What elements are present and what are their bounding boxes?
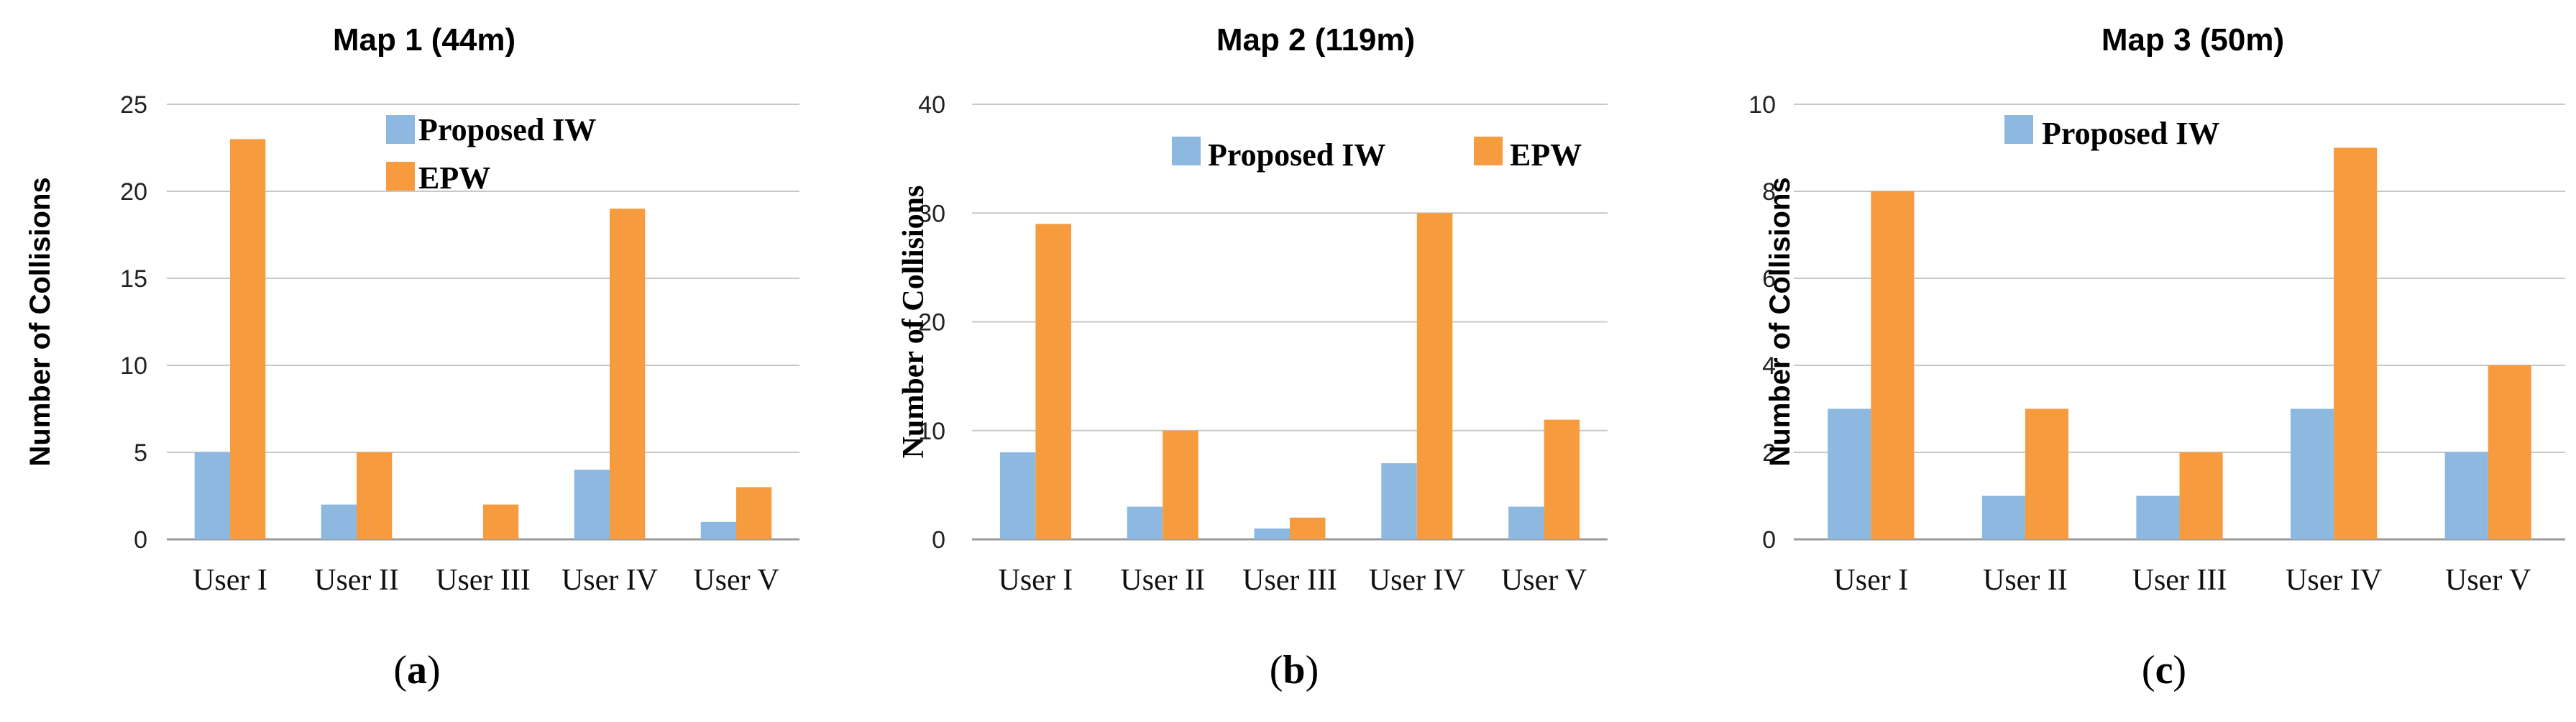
bar-epw-1 — [1871, 191, 1915, 539]
chart-title: Map 1 (44m) — [333, 22, 515, 58]
y-tick-label: 4 — [1762, 352, 1776, 380]
panel-caption: (a) — [393, 648, 440, 693]
y-tick-label: 0 — [1762, 526, 1776, 554]
bar-proposed-iw-1 — [1828, 408, 1871, 539]
y-tick-label: 15 — [120, 265, 147, 293]
legend: Proposed IW EPW — [1172, 137, 1582, 173]
y-tick-label: 10 — [918, 418, 945, 445]
panel-caption: (b) — [1270, 648, 1319, 693]
bar-proposed-iw-5 — [700, 521, 736, 539]
bar-proposed-iw-4 — [574, 470, 610, 539]
bar-epw-3 — [2179, 452, 2223, 539]
y-tick-label: 40 — [918, 91, 945, 119]
bar-proposed-iw-4 — [1381, 463, 1417, 539]
bar-epw-4 — [2334, 147, 2378, 539]
bar-epw-3 — [1290, 517, 1326, 539]
x-tick-label: User V — [2445, 564, 2531, 597]
legend-label-proposed-iw: Proposed IW — [418, 112, 596, 147]
chart-panel-2: Map 2 (119m) 0 10 20 30 40 Number of Collision… — [897, 22, 1608, 693]
bar-epw-1 — [1035, 224, 1071, 539]
bar-epw-1 — [230, 139, 266, 539]
bar-proposed-iw-3 — [1254, 528, 1290, 539]
legend-label-proposed-iw: Proposed IW — [1208, 137, 1385, 173]
y-tick-label: 8 — [1762, 178, 1776, 206]
bar-epw-5 — [2488, 365, 2531, 539]
y-axis-label: Number of Collisions — [24, 177, 56, 466]
chart-panel-3: Map 3 (50m) 0 2 4 6 8 10 Number of Collisions Us… — [1748, 22, 2565, 693]
x-tick-label: User I — [193, 564, 267, 597]
bar-epw-2 — [2025, 408, 2068, 539]
legend: Proposed IW — [2004, 115, 2219, 151]
bar-proposed-iw-4 — [2291, 408, 2334, 539]
x-tick-label: User V — [1501, 564, 1587, 597]
y-tick-label: 20 — [918, 309, 945, 337]
x-tick-label: User I — [1833, 564, 1908, 597]
legend-swatch-epw — [386, 162, 415, 191]
chart-panel-1: Map 1 (44m) 0 5 10 15 20 25 Number of Collision… — [24, 22, 799, 693]
bar-proposed-iw-5 — [2444, 452, 2488, 539]
legend: Proposed IW EPW — [386, 112, 596, 196]
y-tick-label: 0 — [932, 526, 945, 554]
bar-proposed-iw-2 — [1127, 506, 1163, 539]
bar-proposed-iw-3 — [2136, 495, 2180, 539]
y-axis-label: Number of Collisions — [897, 186, 930, 459]
x-tick-label: User IV — [562, 564, 658, 597]
x-tick-label: User III — [436, 564, 531, 597]
y-tick-label: 0 — [134, 526, 147, 554]
bar-epw-3 — [483, 504, 519, 539]
legend-swatch-epw — [1474, 137, 1503, 165]
legend-label-epw: EPW — [418, 160, 490, 196]
y-tick-label: 5 — [134, 439, 147, 467]
bar-epw-4 — [1416, 213, 1453, 539]
x-tick-label: User IV — [2286, 564, 2382, 597]
y-tick-label: 10 — [1748, 91, 1776, 119]
x-tick-label: User V — [693, 564, 779, 597]
panel-caption: (c) — [2142, 648, 2186, 693]
x-tick-label: User II — [314, 564, 399, 597]
y-tick-label: 20 — [120, 178, 147, 206]
bar-epw-5 — [736, 487, 772, 539]
legend-label-epw: EPW — [1510, 137, 1582, 173]
chart-title: Map 2 (119m) — [1216, 22, 1415, 58]
y-axis-label: Number of Collisions — [1764, 177, 1796, 466]
y-tick-label: 2 — [1762, 439, 1776, 467]
x-tick-label: User II — [1120, 564, 1205, 597]
bar-epw-4 — [610, 209, 646, 539]
y-tick-label: 30 — [918, 200, 945, 227]
x-tick-label: User II — [1983, 564, 2068, 597]
bar-proposed-iw-1 — [194, 452, 230, 539]
y-tick-label: 6 — [1762, 265, 1776, 293]
bar-proposed-iw-2 — [1981, 495, 2025, 539]
legend-swatch-proposed-iw — [386, 115, 415, 144]
x-tick-label: User III — [2132, 564, 2227, 597]
x-tick-label: User III — [1242, 564, 1337, 597]
y-tick-label: 10 — [120, 352, 147, 380]
bar-epw-5 — [1544, 419, 1580, 539]
bar-proposed-iw-2 — [321, 504, 357, 539]
legend-label-proposed-iw: Proposed IW — [2042, 116, 2219, 151]
bar-proposed-iw-1 — [999, 452, 1036, 539]
bar-epw-2 — [1163, 430, 1198, 539]
legend-swatch-proposed-iw — [2004, 115, 2033, 144]
bar-proposed-iw-5 — [1508, 506, 1544, 539]
chart-title: Map 3 (50m) — [2101, 22, 2284, 58]
x-tick-label: User I — [999, 564, 1073, 597]
y-tick-label: 25 — [120, 91, 147, 119]
x-tick-label: User IV — [1369, 564, 1465, 597]
bar-epw-2 — [357, 452, 393, 539]
legend-swatch-proposed-iw — [1172, 137, 1201, 165]
